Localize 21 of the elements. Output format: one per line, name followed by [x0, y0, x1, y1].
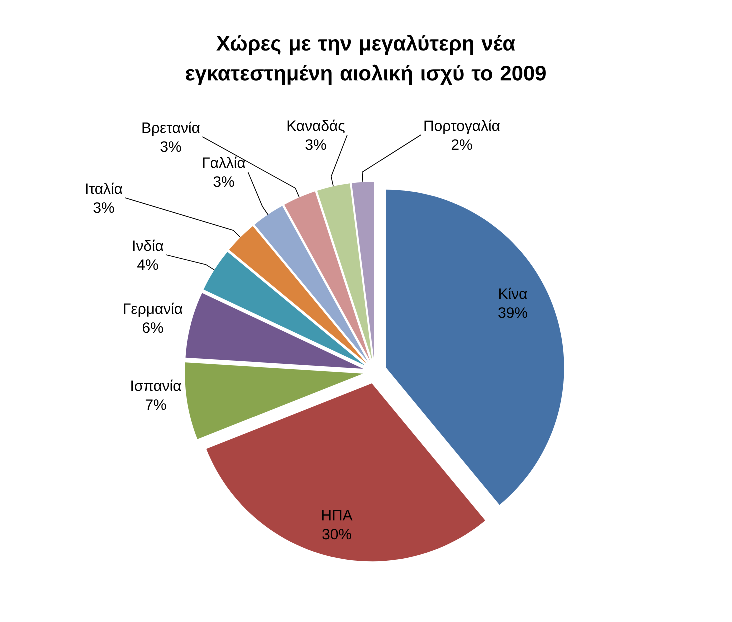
data-label: 3% — [94, 202, 114, 214]
slice-label: Καναδάς — [288, 120, 345, 134]
slice-label: Γαλλία — [203, 156, 246, 168]
slice-label: Ινδία — [133, 240, 164, 252]
data-label: 39% — [498, 308, 528, 318]
slice-label: ΗΠΑ — [322, 510, 353, 521]
chart-title: Χώρες με την μεγαλύτερη νέα εγκατεστημένη αιολική ισχύ το 2009 — [186, 35, 546, 85]
slice-label: Γερμανία — [124, 302, 183, 318]
data-label: 3% — [160, 142, 182, 152]
data-label: 2% — [452, 140, 472, 150]
slice-label: Πορτογαλία — [424, 120, 500, 134]
data-label: 6% — [142, 322, 164, 334]
data-label: 3% — [306, 140, 326, 150]
data-label: 4% — [138, 260, 158, 270]
slice-label: Ισπανία — [132, 380, 182, 392]
data-label: 3% — [214, 176, 234, 188]
data-label: 7% — [146, 400, 166, 410]
slice-label: Βρετανία — [142, 122, 200, 136]
slice-label: Ιταλία — [86, 182, 123, 194]
data-label: 30% — [322, 529, 352, 540]
slice-label: Κίνα — [500, 288, 528, 300]
